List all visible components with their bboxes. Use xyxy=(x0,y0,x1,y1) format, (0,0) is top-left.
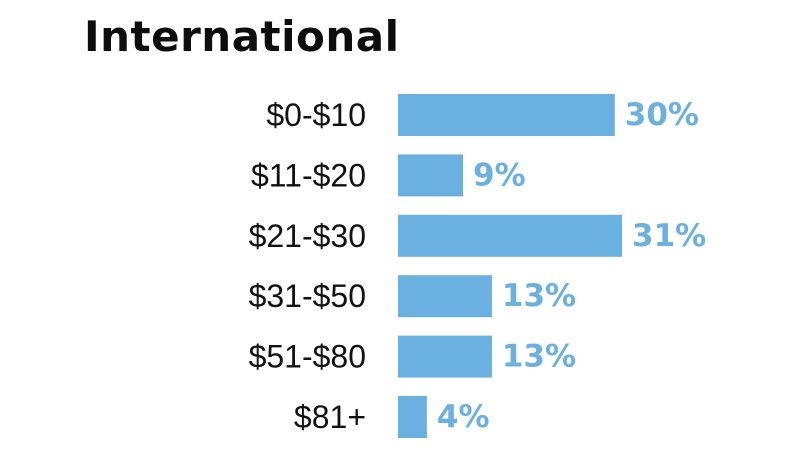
value-label: 9% xyxy=(473,157,526,193)
bar-row: $11-$20 9% xyxy=(251,154,526,197)
value-label: 13% xyxy=(502,278,576,314)
category-label: $11-$20 xyxy=(251,157,366,193)
bar-row: $81+ 4% xyxy=(294,396,490,438)
chart-title: International xyxy=(84,12,400,61)
category-label: $51-$80 xyxy=(249,339,366,375)
bar-row: $21-$30 31% xyxy=(249,214,706,257)
bar xyxy=(398,154,464,197)
bar xyxy=(398,94,615,136)
value-label: 4% xyxy=(437,399,490,435)
value-label: 31% xyxy=(632,218,706,254)
category-label: $81+ xyxy=(294,399,366,435)
category-label: $21-$30 xyxy=(249,218,366,254)
bar xyxy=(398,214,622,257)
bar-row: $0-$10 30% xyxy=(266,94,699,136)
bar xyxy=(398,275,492,318)
bar-row: $51-$80 13% xyxy=(249,335,576,378)
value-label: 30% xyxy=(625,97,699,133)
bar-row: $31-$50 13% xyxy=(249,275,576,318)
category-label: $0-$10 xyxy=(266,97,366,133)
value-label: 13% xyxy=(502,339,576,375)
bar xyxy=(398,335,492,378)
bar xyxy=(398,396,427,438)
category-label: $31-$50 xyxy=(249,278,366,314)
